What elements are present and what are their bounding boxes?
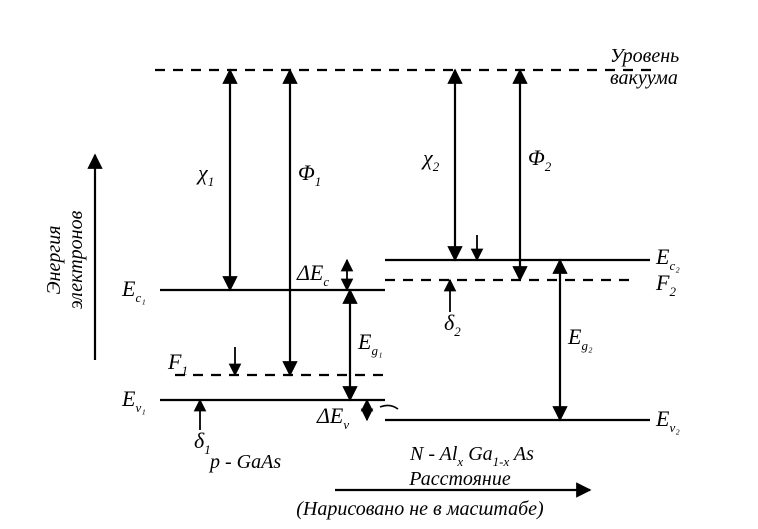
phi1-label: Φ1: [298, 160, 321, 189]
delta1-label: δ1: [194, 428, 211, 457]
yaxis-label-2: электронов: [65, 210, 87, 309]
dEc-label: ΔEc: [296, 260, 329, 289]
phi2-label: Φ2: [528, 145, 552, 174]
vacuum-label-1: Уровень: [610, 45, 679, 67]
delta2-label: δ2: [444, 310, 461, 339]
material-left: p - GaAs: [208, 451, 281, 473]
ev2-label: Ev₂: [655, 406, 680, 435]
xaxis-label: Расстояние: [408, 468, 511, 490]
eg1-label: Eg₁: [357, 329, 382, 358]
scale-note: (Нарисовано не в масштабе): [296, 498, 544, 520]
dEv-lead: [380, 405, 398, 409]
ev1-label: Ev₁: [121, 386, 146, 415]
yaxis-label-1: Энергия: [43, 226, 65, 295]
ec1-label: Ec₁: [121, 276, 146, 305]
chi1-label: χ1: [196, 160, 214, 189]
chi2-label: χ2: [421, 145, 440, 174]
material-right: N - Alx Ga1-x As: [409, 443, 534, 469]
dEv-label: ΔEv: [316, 403, 349, 432]
ec2-label: Ec₂: [655, 244, 680, 273]
vacuum-label-2: вакуума: [610, 67, 678, 89]
eg2-label: Eg₂: [567, 324, 593, 353]
f2-label: F2: [655, 270, 676, 299]
f1-label: F1: [167, 349, 188, 378]
band-diagram: Уровеньвакуума χ1 Φ1 χ2 Φ2 Ec₁ Ev₁ F1 Ec₂ Ev₂ F2 ΔE…: [0, 0, 758, 529]
